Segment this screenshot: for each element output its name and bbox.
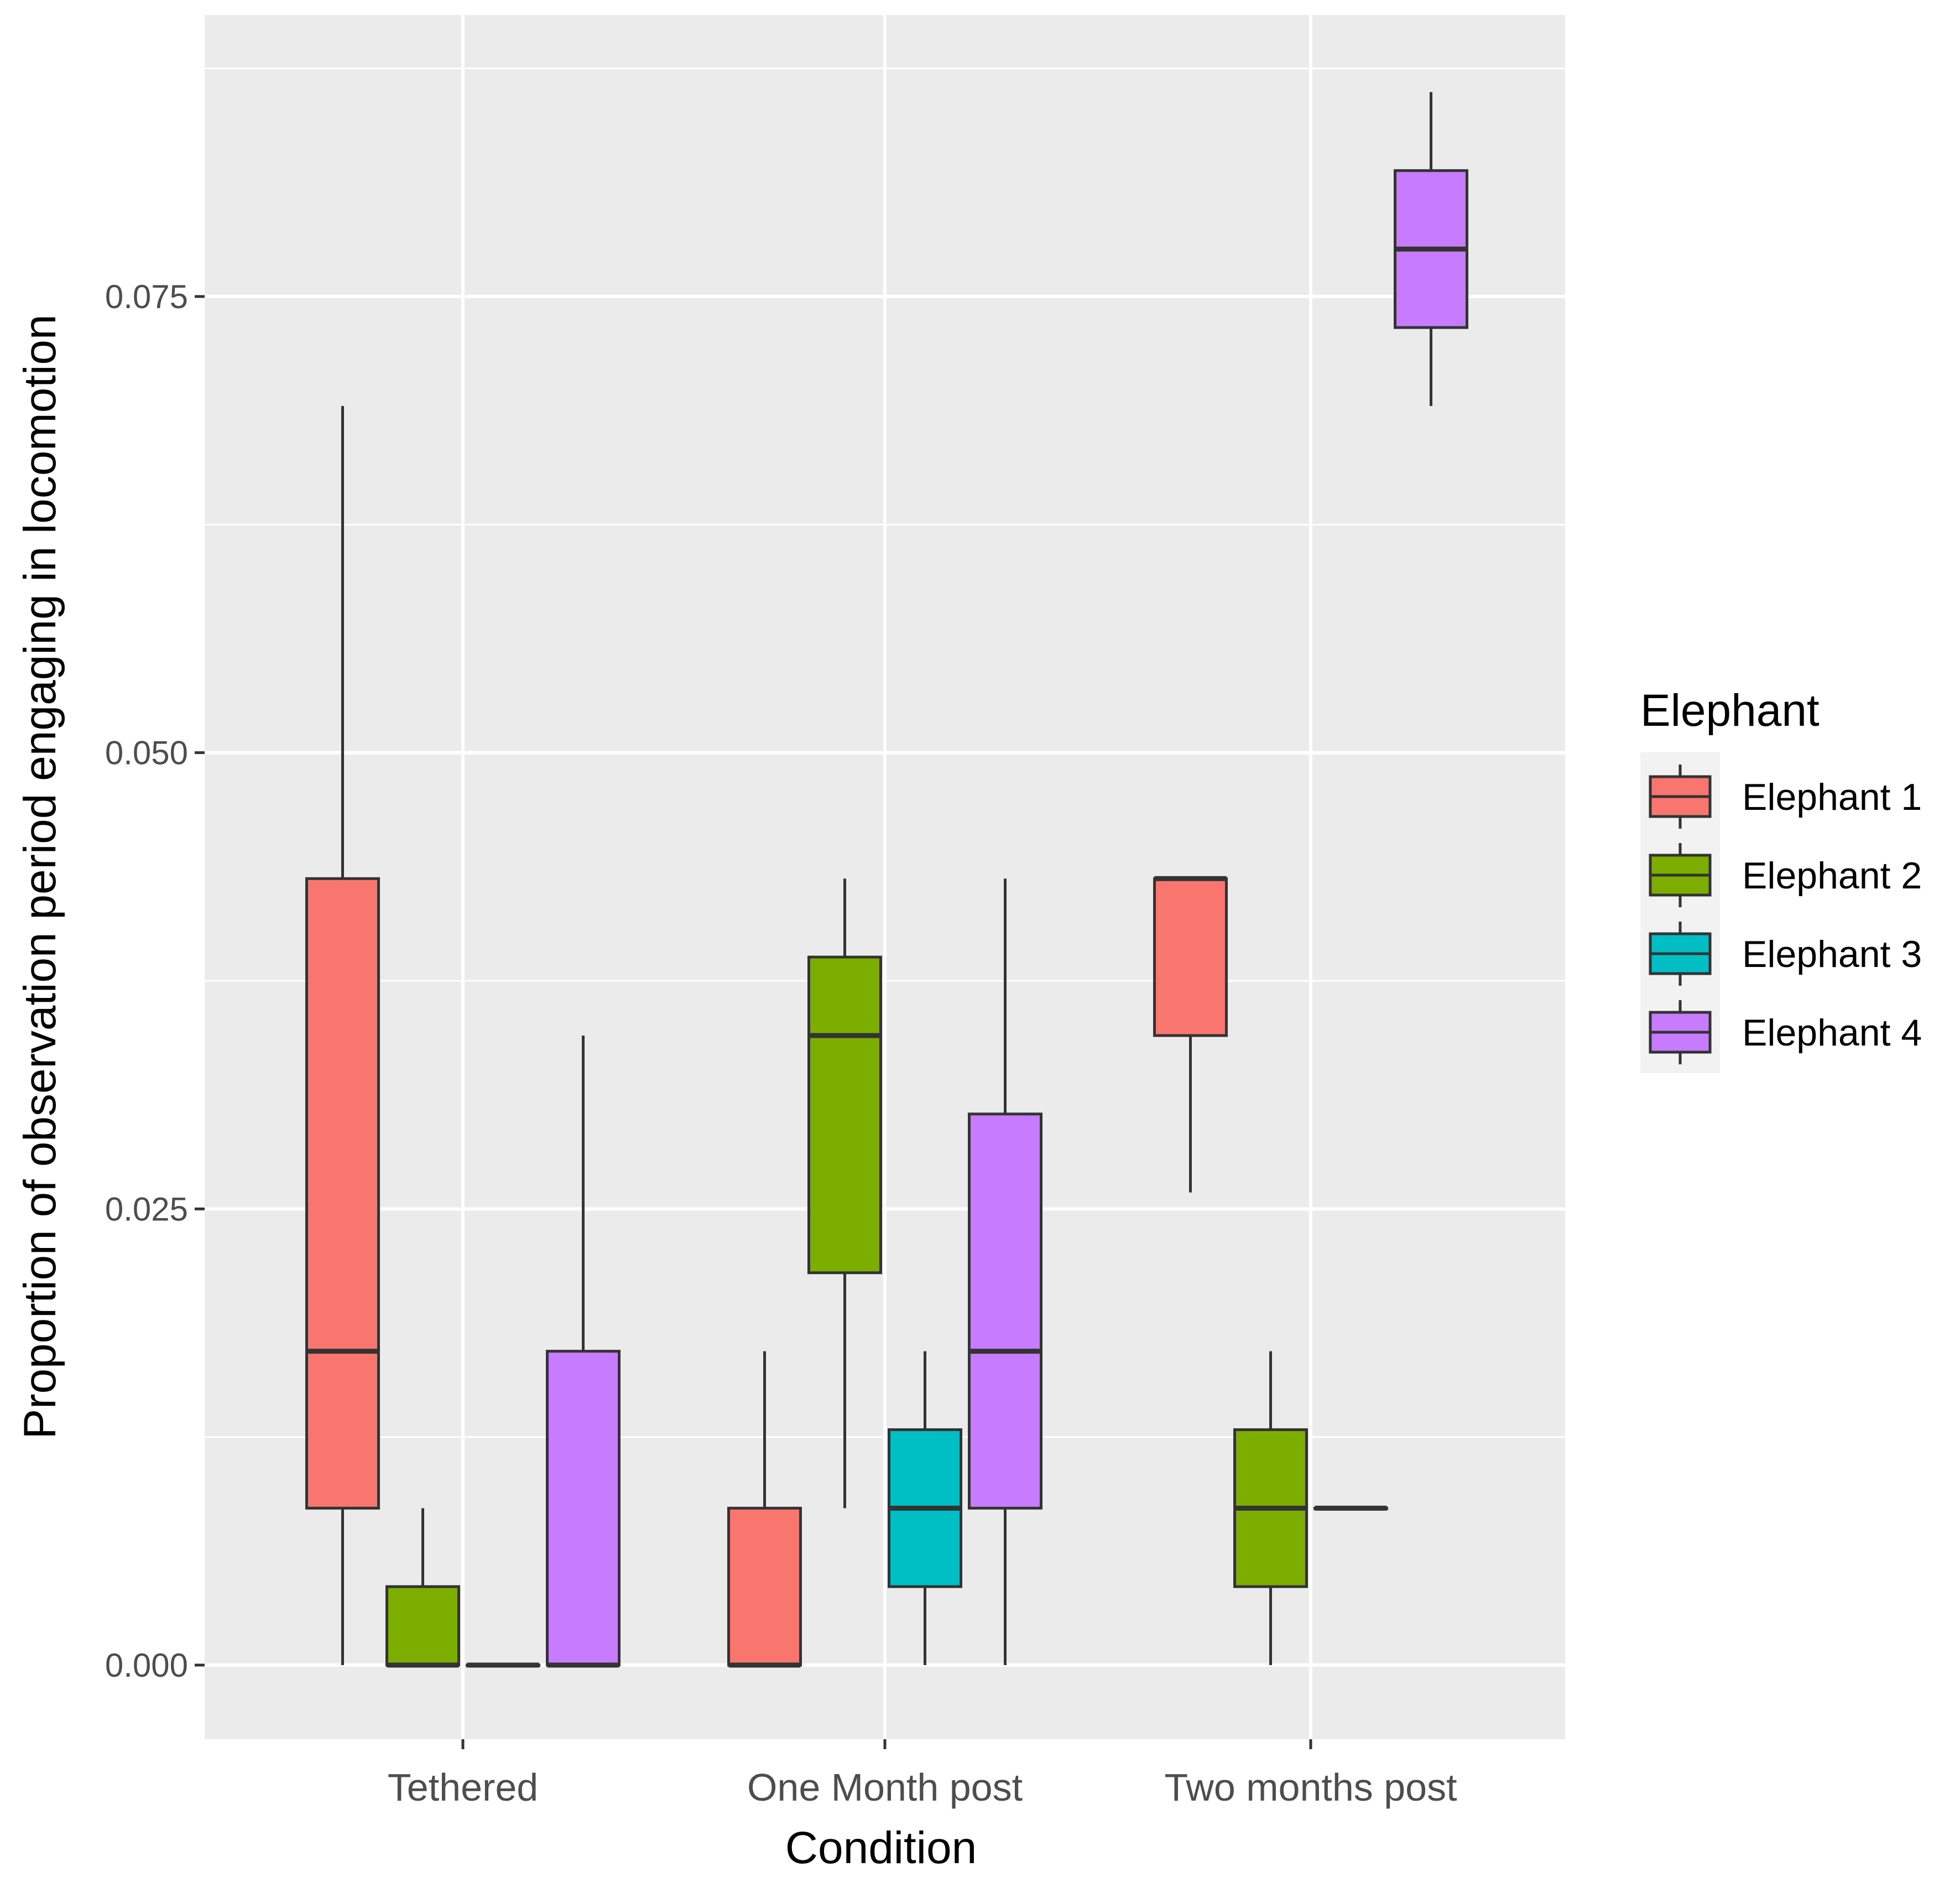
box-elephant-3-two-months-post — [1313, 1505, 1388, 1511]
y-tick-label: 0.075 — [105, 278, 188, 315]
box-elephant-1-one-month-post — [727, 1351, 802, 1668]
legend-label: Elephant 3 — [1742, 933, 1922, 975]
box-body — [546, 1350, 621, 1667]
box-elephant-2-tethered — [385, 1508, 460, 1668]
box-elephant-1-tethered — [305, 405, 380, 1665]
legend-title: Elephant — [1640, 685, 1820, 736]
box-body — [305, 877, 380, 1510]
y-tick-label: 0.025 — [105, 1190, 188, 1228]
box-body — [968, 1112, 1042, 1510]
box-elephant-3-tethered — [466, 1662, 540, 1668]
box-elephant-3-one-month-post — [888, 1351, 962, 1665]
x-tick-label: Tethered — [388, 1766, 538, 1809]
boxes — [305, 92, 1468, 1668]
box-body — [1153, 877, 1228, 1037]
box-elephant-4-two-months-post — [1394, 92, 1468, 406]
legend-item-elephant-2: Elephant 2 — [1649, 843, 1922, 907]
legend-label: Elephant 1 — [1742, 776, 1922, 818]
box-elephant-4-one-month-post — [968, 878, 1042, 1665]
x-tick-label: One Month post — [747, 1766, 1023, 1809]
y-tick-label: 0.000 — [105, 1647, 188, 1684]
grid-lines — [205, 15, 1565, 1739]
legend: Elephant Elephant 1 Elephant 2 Elephant 3 E… — [1640, 685, 1922, 1073]
legend-item-elephant-3: Elephant 3 — [1649, 922, 1922, 986]
box-elephant-2-two-months-post — [1233, 1351, 1308, 1665]
x-tick-label: Two months post — [1164, 1766, 1457, 1809]
box-body — [727, 1506, 802, 1667]
legend-label: Elephant 2 — [1742, 855, 1922, 897]
y-axis-title: Proportion of observation period engagin… — [15, 314, 65, 1439]
axes: 0.000 0.025 0.050 0.075 Tethered One Month po… — [105, 278, 1457, 1809]
box-elephant-4-tethered — [546, 1035, 621, 1668]
box-elephant-1-two-months-post — [1153, 876, 1228, 1193]
box-elephant-2-one-month-post — [807, 878, 882, 1509]
legend-item-elephant-1: Elephant 1 — [1649, 765, 1922, 829]
legend-item-elephant-4: Elephant 4 — [1649, 1000, 1922, 1064]
x-axis-title: Condition — [785, 1823, 977, 1873]
box-body — [807, 955, 882, 1275]
y-tick-label: 0.050 — [105, 735, 188, 772]
legend-label: Elephant 4 — [1742, 1012, 1922, 1054]
box-body — [385, 1585, 460, 1667]
